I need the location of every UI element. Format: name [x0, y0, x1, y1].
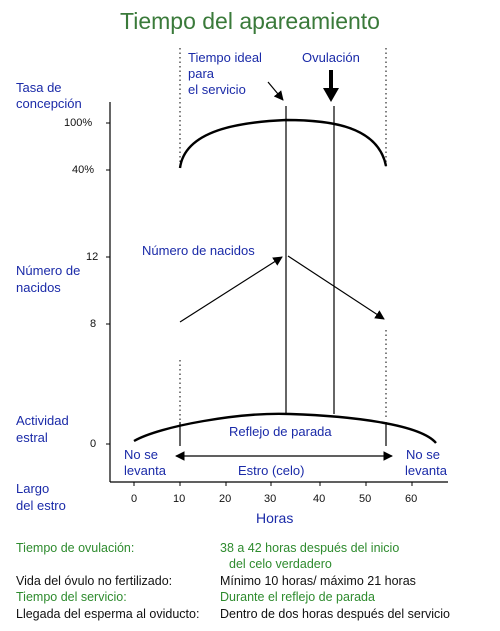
note-sperm-value: Dentro de dos horas después del servicio	[220, 607, 450, 621]
page-title: Tiempo del apareamiento	[120, 8, 380, 34]
x-tick-label-60: 60	[405, 493, 418, 505]
label-tasa-line1: Tasa de	[16, 80, 62, 95]
note-sperm-label: Llegada del esperma al oviducto:	[16, 607, 200, 621]
label-nacidos-line2: nacidos	[16, 280, 61, 295]
ideal-service-line3: el servicio	[188, 82, 246, 97]
ovulation-arrow	[323, 70, 339, 102]
x-tick-label-0: 0	[131, 493, 138, 505]
no-stand-left-line1: No se	[124, 447, 158, 462]
label-nacidos-line1: Número de	[16, 263, 81, 278]
x-tick-label-20: 20	[219, 493, 232, 505]
y-tick-label-8: 8	[90, 318, 97, 330]
label-largo-line2: del estro	[16, 498, 66, 513]
litter-arrow-up	[179, 256, 283, 323]
x-tick-label-50: 50	[359, 493, 372, 505]
y-tick-label-12: 12	[86, 251, 99, 263]
ideal-service-line1: Tiempo ideal	[188, 50, 262, 65]
no-stand-left-line2: levanta	[124, 463, 166, 478]
note-service-value: Durante el reflejo de parada	[220, 590, 375, 604]
x-tick-label-10: 10	[173, 493, 186, 505]
ideal-service-arrow	[267, 81, 284, 101]
litter-arrow-down	[287, 255, 385, 320]
ideal-service-line2: para	[188, 66, 215, 81]
label-actividad-line2: estral	[16, 430, 48, 445]
note-ovulation-value2: del celo verdadero	[229, 557, 332, 571]
note-ovulation-value1: 38 a 42 horas después del inicio	[220, 541, 400, 555]
x-tick-label-30: 30	[264, 493, 277, 505]
estrus-label: Estro (celo)	[238, 463, 305, 478]
x-ticks	[133, 482, 413, 486]
label-actividad-line1: Actividad	[16, 413, 69, 428]
standing-reflex-label: Reflejo de parada	[229, 424, 332, 439]
label-tasa-line2: concepción	[16, 96, 82, 111]
y-tick-label-0: 0	[90, 438, 97, 450]
note-ovum-label: Vida del óvulo no fertilizado:	[16, 574, 173, 588]
litter-size-label: Número de nacidos	[142, 243, 255, 258]
estrous-activity-curve	[133, 412, 437, 444]
conception-curve	[178, 118, 388, 169]
x-axis-label: Horas	[256, 510, 294, 526]
y-tick-label-100: 100%	[64, 117, 93, 129]
no-stand-right-line1: No se	[406, 447, 440, 462]
note-ovulation-label: Tiempo de ovulación:	[16, 541, 135, 555]
x-tick-label-40: 40	[313, 493, 326, 505]
label-largo-line1: Largo	[16, 481, 50, 496]
note-ovum-value: Mínimo 10 horas/ máximo 21 horas	[220, 574, 416, 588]
no-stand-right-line2: levanta	[405, 463, 447, 478]
y-tick-label-40: 40%	[72, 164, 95, 176]
ovulation-label: Ovulación	[302, 50, 360, 65]
note-service-label: Tiempo del servicio:	[16, 590, 127, 604]
